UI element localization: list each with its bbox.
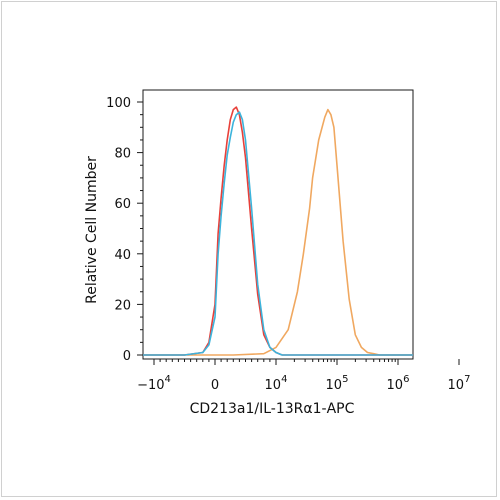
- x-tick-label: 107: [448, 374, 471, 393]
- x-tick-exponent: 7: [464, 374, 470, 385]
- x-tick-label: 0: [211, 378, 219, 393]
- x-tick-exponent: 4: [281, 374, 287, 385]
- y-axis-title: Relative Cell Number: [84, 156, 100, 304]
- series-line: [143, 108, 413, 356]
- y-tick-label: 40: [114, 248, 131, 263]
- y-tick-label: 100: [106, 96, 131, 111]
- x-tick-base: 10: [326, 378, 343, 393]
- x-tick-label: 105: [326, 374, 349, 393]
- plot-area: [142, 89, 414, 360]
- y-tick-label: 0: [123, 349, 131, 364]
- series-line: [143, 111, 413, 356]
- x-tick-exponent: 4: [165, 374, 171, 385]
- x-tick-exponent: 5: [342, 374, 348, 385]
- x-axis-minor-ticks: [159, 359, 396, 362]
- series-layer: [143, 106, 413, 356]
- x-axis: −104 0 104 105 106 107: [137, 359, 470, 393]
- x-tick-base: 10: [387, 378, 404, 393]
- x-tick-base: 0: [211, 378, 219, 393]
- y-tick-label: 80: [114, 147, 131, 162]
- series-line: [143, 106, 413, 356]
- x-tick-base: 10: [448, 378, 465, 393]
- y-tick-label: 20: [114, 298, 131, 313]
- x-axis-title: CD213a1/IL-13Rα1-APC: [190, 401, 355, 417]
- y-axis: 0 20 40 60 80 100: [106, 96, 143, 364]
- x-tick-base: −10: [137, 378, 164, 393]
- x-tick-label: 106: [387, 374, 410, 393]
- x-tick-base: 10: [265, 378, 282, 393]
- x-tick-label: −104: [137, 374, 171, 393]
- x-tick-exponent: 6: [403, 374, 409, 385]
- x-tick-label: 104: [265, 374, 288, 393]
- y-tick-label: 60: [114, 197, 131, 212]
